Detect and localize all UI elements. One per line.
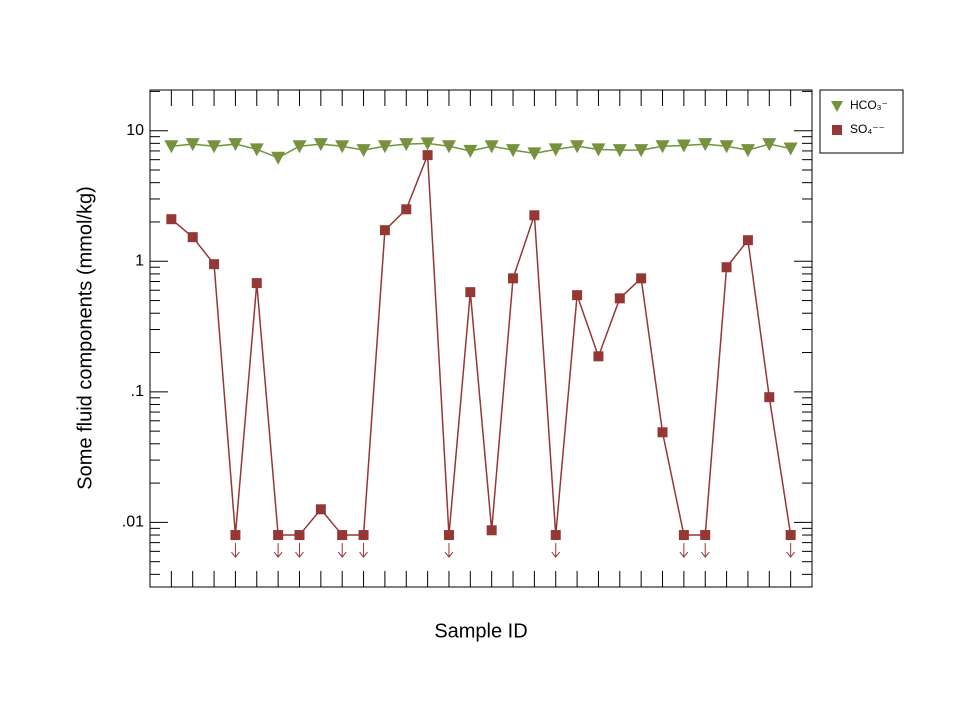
marker: [591, 143, 606, 157]
marker: [484, 140, 499, 154]
marker: [292, 140, 307, 154]
plot-frame: [149, 89, 813, 588]
legend-marker: [831, 101, 843, 112]
legend-box: [819, 89, 904, 154]
marker: [164, 140, 179, 154]
marker: [550, 530, 561, 541]
censor-arrow-head: [337, 551, 347, 558]
marker: [187, 232, 198, 243]
marker: [698, 138, 713, 152]
y-axis-label: Some fluid components (mmol/kg): [74, 186, 96, 489]
y-tick-label: .01: [122, 514, 144, 531]
marker: [657, 427, 668, 438]
marker: [465, 287, 476, 298]
marker: [655, 140, 670, 154]
marker: [527, 147, 542, 161]
marker: [719, 140, 734, 154]
censor-arrow-head: [786, 551, 796, 558]
marker: [740, 144, 755, 158]
marker: [614, 293, 625, 304]
marker: [377, 140, 392, 154]
marker: [486, 525, 497, 536]
marker: [335, 140, 350, 154]
legend-marker: [832, 125, 842, 135]
marker: [249, 143, 264, 157]
marker: [356, 144, 371, 158]
series-line: [171, 142, 791, 159]
marker: [572, 290, 583, 301]
censor-arrow-head: [231, 551, 240, 558]
marker: [700, 530, 711, 541]
marker: [251, 278, 262, 289]
x-axis-label: Sample ID: [434, 620, 527, 642]
marker: [762, 138, 777, 152]
marker: [315, 504, 326, 515]
marker: [443, 530, 454, 541]
marker: [379, 225, 390, 236]
marker: [313, 138, 328, 152]
marker: [337, 530, 348, 541]
marker: [185, 138, 200, 152]
marker: [399, 138, 414, 152]
marker: [676, 139, 691, 153]
marker: [548, 143, 563, 157]
marker: [422, 150, 433, 161]
marker: [506, 144, 521, 158]
y-tick-label: 10: [126, 122, 144, 139]
censor-arrow-head: [700, 551, 710, 558]
marker: [721, 262, 732, 273]
marker: [570, 140, 585, 154]
y-tick-label: 1: [135, 252, 144, 269]
marker: [678, 530, 689, 541]
marker: [207, 140, 222, 154]
marker: [783, 142, 798, 156]
marker: [742, 235, 753, 246]
marker: [209, 259, 220, 270]
marker: [273, 530, 284, 541]
marker: [612, 144, 627, 158]
marker: [230, 530, 241, 541]
marker: [593, 351, 604, 362]
legend-label: HCO₃⁻: [850, 98, 888, 112]
marker: [785, 530, 796, 541]
marker: [228, 138, 243, 152]
marker: [441, 140, 456, 154]
series-line: [170, 154, 792, 536]
marker: [271, 151, 286, 165]
legend-label: SO₄⁻⁻: [850, 122, 885, 136]
censor-arrow-head: [273, 551, 283, 558]
marker: [508, 273, 519, 284]
marker: [166, 214, 177, 225]
censor-arrow-head: [295, 551, 304, 558]
marker: [636, 273, 647, 284]
marker: [463, 144, 478, 158]
censor-arrow-head: [551, 551, 561, 558]
marker: [764, 392, 775, 403]
marker: [634, 144, 649, 158]
censor-arrow-head: [359, 551, 368, 558]
marker: [529, 210, 540, 221]
censor-arrow-head: [679, 551, 689, 558]
marker: [294, 530, 305, 541]
y-tick-label: .1: [131, 383, 144, 400]
censor-arrow-head: [444, 551, 454, 558]
marker: [358, 530, 369, 541]
marker: [420, 137, 435, 151]
marker: [401, 204, 412, 215]
